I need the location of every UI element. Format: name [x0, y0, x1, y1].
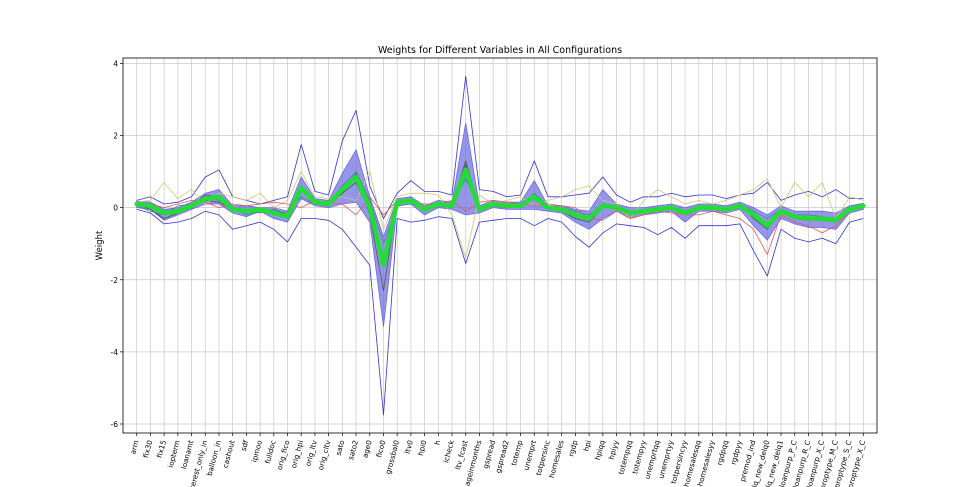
x-tick-label: sato: [334, 439, 347, 456]
plot-area: [123, 58, 877, 433]
x-tick-label: h: [432, 439, 442, 446]
y-tick-label: 0: [113, 204, 118, 213]
plot-frame: [122, 57, 878, 434]
y-tick-label: 2: [113, 132, 118, 141]
y-tick-label: 4: [113, 59, 118, 68]
series-line-config_c: [136, 196, 864, 255]
x-tick-label: rgdp: [566, 439, 579, 458]
mean-series-line: [134, 167, 866, 268]
x-tick-label: arm: [128, 439, 140, 455]
x-tick-label: hpi: [581, 439, 593, 452]
x-tick-label: ltv0: [403, 439, 415, 455]
y-tick-label: -4: [111, 348, 119, 357]
series-line-config_max: [136, 75, 864, 219]
x-tick-label: fico0: [374, 439, 387, 459]
x-tick-label: hpi0: [416, 439, 429, 457]
y-axis-label: Weight: [95, 230, 105, 260]
series-line-config_min: [136, 209, 864, 416]
confidence-band: [136, 122, 864, 327]
y-tick-label: -6: [111, 420, 119, 429]
series-line-mean: [134, 167, 866, 268]
band-area: [136, 122, 864, 327]
y-tick-label: -2: [111, 276, 119, 285]
x-tick-label: sdf: [239, 439, 251, 452]
chart-title: Weights for Different Variables in All C…: [378, 45, 622, 56]
y-axis-ticks: 4 2 0 -2 -4 -6: [111, 59, 123, 429]
x-tick-label: fix15: [155, 439, 168, 459]
series-line-config_b: [136, 171, 864, 259]
x-gridlines: [136, 58, 864, 433]
